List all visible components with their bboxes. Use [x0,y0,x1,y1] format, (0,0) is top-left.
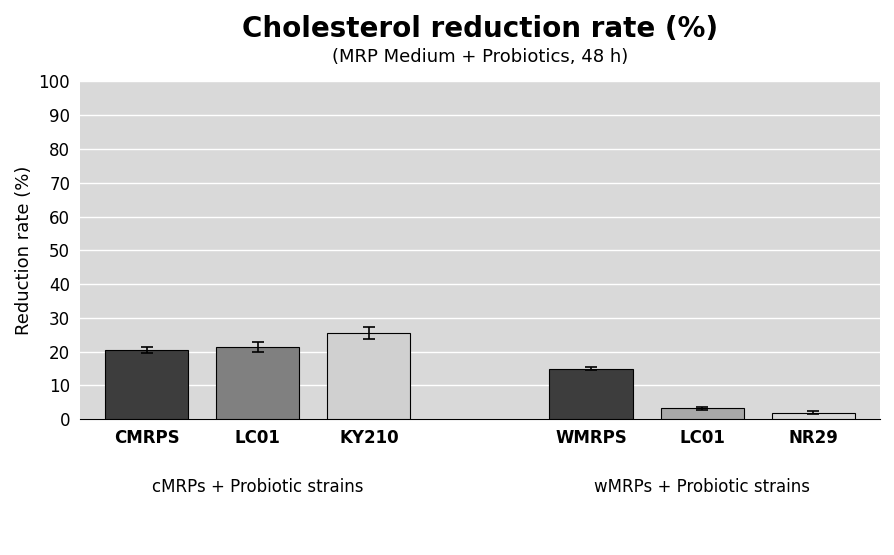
Text: (MRP Medium + Probiotics, 48 h): (MRP Medium + Probiotics, 48 h) [332,48,628,66]
Title: Cholesterol reduction rate (%): Cholesterol reduction rate (%) [241,15,717,43]
Y-axis label: Reduction rate (%): Reduction rate (%) [15,166,33,335]
Text: cMRPs + Probiotic strains: cMRPs + Probiotic strains [152,478,363,496]
Bar [660,408,743,419]
Bar [771,412,854,419]
Bar [215,347,299,419]
Text: wMRPs + Probiotic strains: wMRPs + Probiotic strains [594,478,809,496]
Bar [105,350,188,419]
Bar [327,333,410,419]
Bar [549,369,632,419]
